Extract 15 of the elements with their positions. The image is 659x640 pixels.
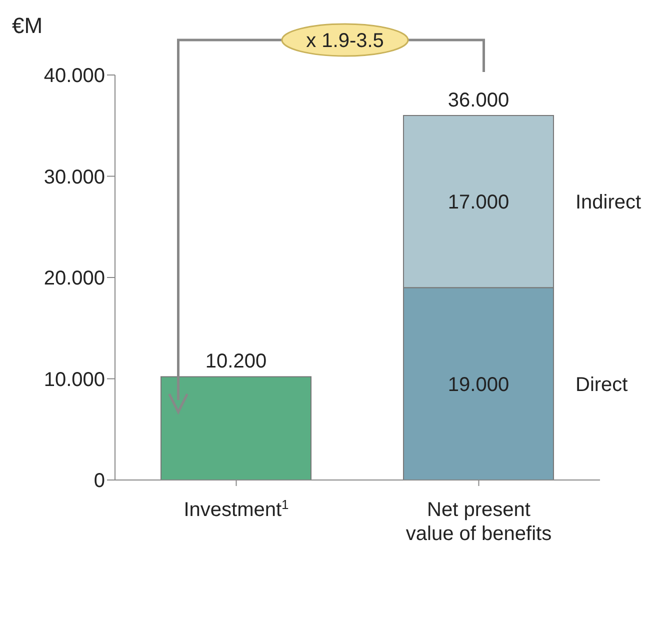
y-tick-label: 10.000 [44, 368, 105, 391]
x-tick-label: Investment$^{1}$ [184, 496, 289, 521]
total-label: 10.200 [205, 350, 267, 373]
series-label: Direct [576, 374, 628, 396]
y-tick-label: 30.000 [44, 166, 105, 188]
total-label: 36.000 [448, 90, 510, 112]
data-label: 17.000 [448, 192, 510, 214]
y-tick-label: 0 [94, 470, 105, 492]
y-tick-label: 40.000 [44, 65, 105, 88]
data-label: 19.000 [448, 374, 510, 396]
x-tick-label: Net present value of benefits [406, 499, 552, 545]
y-tick-label: 20.000 [44, 268, 105, 290]
series-label: Indirect [576, 192, 642, 214]
y-axis-title: €M [12, 13, 43, 38]
text: x 1.9-3.5 [306, 30, 384, 52]
